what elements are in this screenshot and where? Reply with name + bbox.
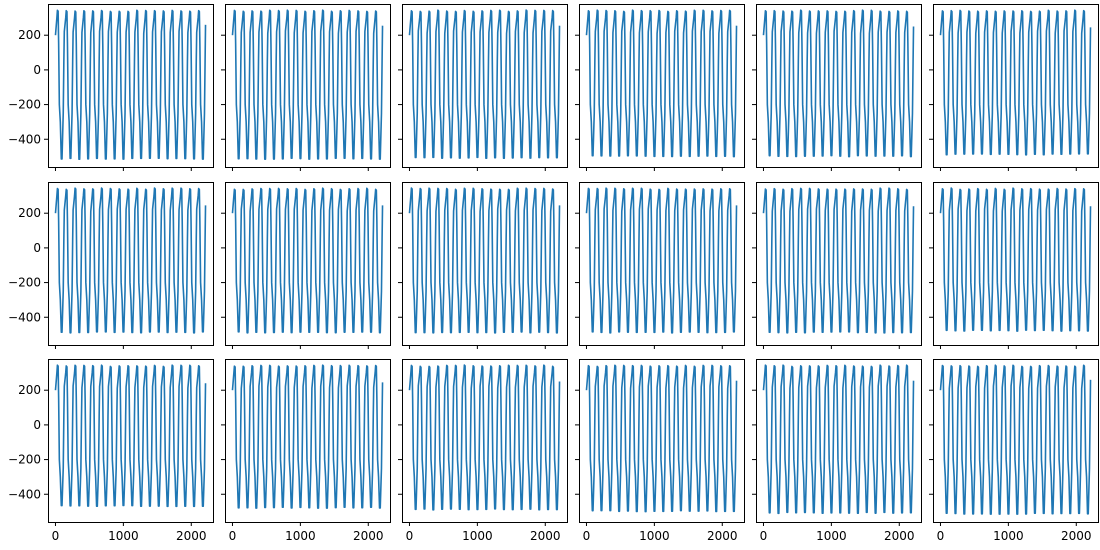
x-tick-label: 2000: [353, 529, 384, 543]
x-tick-label: 1000: [285, 529, 316, 543]
subplot-r2-c4: [575, 182, 745, 349]
series-line: [231, 364, 384, 509]
subplot-r2-c1: 200 0 −200 −400: [8, 182, 214, 349]
axes-frame: [48, 182, 214, 346]
subplot-r1-c2: [221, 4, 391, 171]
y-tick-label: −200: [8, 453, 41, 467]
axes-frame: [48, 4, 214, 168]
subplot-r2-c3: [398, 182, 568, 349]
subplot-r1-c5: [752, 4, 922, 171]
series-line: [231, 187, 384, 334]
subplot-r1-c1: 200 0 −200 −400: [8, 4, 214, 171]
series-line: [762, 364, 915, 515]
x-tick-label: 0: [52, 529, 60, 543]
y-tick-label: 0: [33, 418, 41, 432]
x-tick-label: 2000: [530, 529, 561, 543]
series-line: [939, 9, 1092, 156]
y-tick-label: −400: [8, 132, 41, 146]
subplot-r3-c3: 0 1000 2000: [398, 359, 568, 543]
axes-frame: [225, 182, 391, 346]
x-tick-label: 2000: [707, 529, 738, 543]
series-line: [939, 364, 1092, 515]
x-tick-label: 1000: [993, 529, 1024, 543]
subplot-r3-c5: 0 1000 2000: [752, 359, 922, 543]
x-tick-label: 1000: [108, 529, 139, 543]
series-line: [54, 9, 207, 160]
x-tick-label: 2000: [1061, 529, 1092, 543]
subplot-r2-c5: [752, 182, 922, 349]
subplot-r1-c3: [398, 4, 568, 171]
y-tick-label: −200: [8, 276, 41, 290]
x-tick-label: 2000: [176, 529, 207, 543]
x-tick-label: 0: [937, 529, 945, 543]
x-tick-label: 0: [229, 529, 237, 543]
y-tick-label: 200: [18, 383, 41, 397]
y-tick-label: 0: [33, 63, 41, 77]
subplot-r2-c2: [221, 182, 391, 349]
axes-frame: [225, 4, 391, 168]
series-line: [939, 187, 1092, 332]
subplot-r1-c4: [575, 4, 745, 171]
x-tick-label: 1000: [462, 529, 493, 543]
series-line: [54, 187, 207, 334]
axes-frame: [756, 182, 922, 346]
axes-frame: [756, 4, 922, 168]
axes-frame: [579, 182, 745, 346]
subplot-r1-c6: [929, 4, 1099, 171]
series-line: [585, 187, 738, 334]
x-tick-label: 0: [583, 529, 591, 543]
series-line: [585, 9, 738, 158]
series-line: [408, 187, 561, 334]
y-tick-label: 200: [18, 206, 41, 220]
subplot-r3-c4: 0 1000 2000: [575, 359, 745, 543]
axes-frame: [48, 359, 214, 523]
series-line: [408, 9, 561, 160]
series-line: [408, 364, 561, 511]
x-tick-label: 0: [760, 529, 768, 543]
series-line: [585, 364, 738, 513]
series-line: [54, 364, 207, 508]
series-line: [762, 187, 915, 334]
axes-frame: [933, 359, 1099, 523]
axes-frame: [402, 4, 568, 168]
x-tick-label: 2000: [884, 529, 915, 543]
axes-frame: [579, 359, 745, 523]
axes-frame: [579, 4, 745, 168]
y-tick-label: −200: [8, 98, 41, 112]
x-tick-label: 1000: [639, 529, 670, 543]
series-line: [762, 9, 915, 158]
x-tick-label: 1000: [816, 529, 847, 543]
axes-frame: [756, 359, 922, 523]
subplot-r3-c2: 0 1000 2000: [221, 359, 391, 543]
subplot-r3-c6: 0 1000 2000: [929, 359, 1099, 543]
axes-frame: [225, 359, 391, 523]
y-tick-label: 200: [18, 28, 41, 42]
axes-frame: [402, 182, 568, 346]
axes-frame: [402, 359, 568, 523]
y-tick-label: −400: [8, 487, 41, 501]
axes-frame: [933, 182, 1099, 346]
y-tick-label: −400: [8, 310, 41, 324]
y-tick-label: 0: [33, 241, 41, 255]
series-line: [231, 9, 384, 160]
x-tick-label: 0: [406, 529, 414, 543]
subplot-r2-c6: [929, 182, 1099, 349]
axes-frame: [933, 4, 1099, 168]
